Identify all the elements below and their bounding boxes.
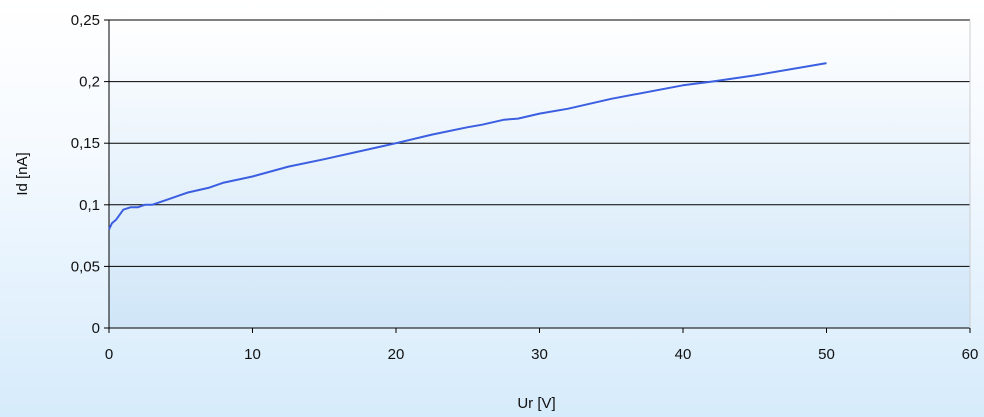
axes (104, 19, 971, 333)
x-axis-title: Ur [V] (517, 395, 555, 412)
tick-labels: 0 0,05 0,1 0,15 0,2 0,25 0 10 20 30 40 50 60 (71, 12, 979, 363)
x-tick-label-0: 0 (105, 346, 113, 363)
x-tick-label-2: 20 (388, 346, 405, 363)
gridlines (109, 19, 970, 267)
x-tick-label-6: 60 (962, 346, 979, 363)
series-line-0 (108, 62, 827, 230)
x-tick-label-5: 50 (818, 346, 835, 363)
y-tick-label-2: 0,1 (79, 197, 100, 214)
x-tick-label-1: 10 (244, 346, 261, 363)
y-tick-label-5: 0,25 (71, 12, 100, 29)
y-tick-label-3: 0,15 (71, 135, 100, 152)
y-axis-title: Id [nA] (14, 152, 31, 195)
plot-area (109, 20, 970, 328)
series-layer (108, 62, 827, 230)
y-tick-label-1: 0,05 (71, 258, 100, 275)
x-tick-label-4: 40 (675, 346, 692, 363)
y-tick-label-0: 0 (92, 320, 100, 337)
y-tick-label-4: 0,2 (79, 74, 100, 91)
x-tick-label-3: 30 (531, 346, 548, 363)
